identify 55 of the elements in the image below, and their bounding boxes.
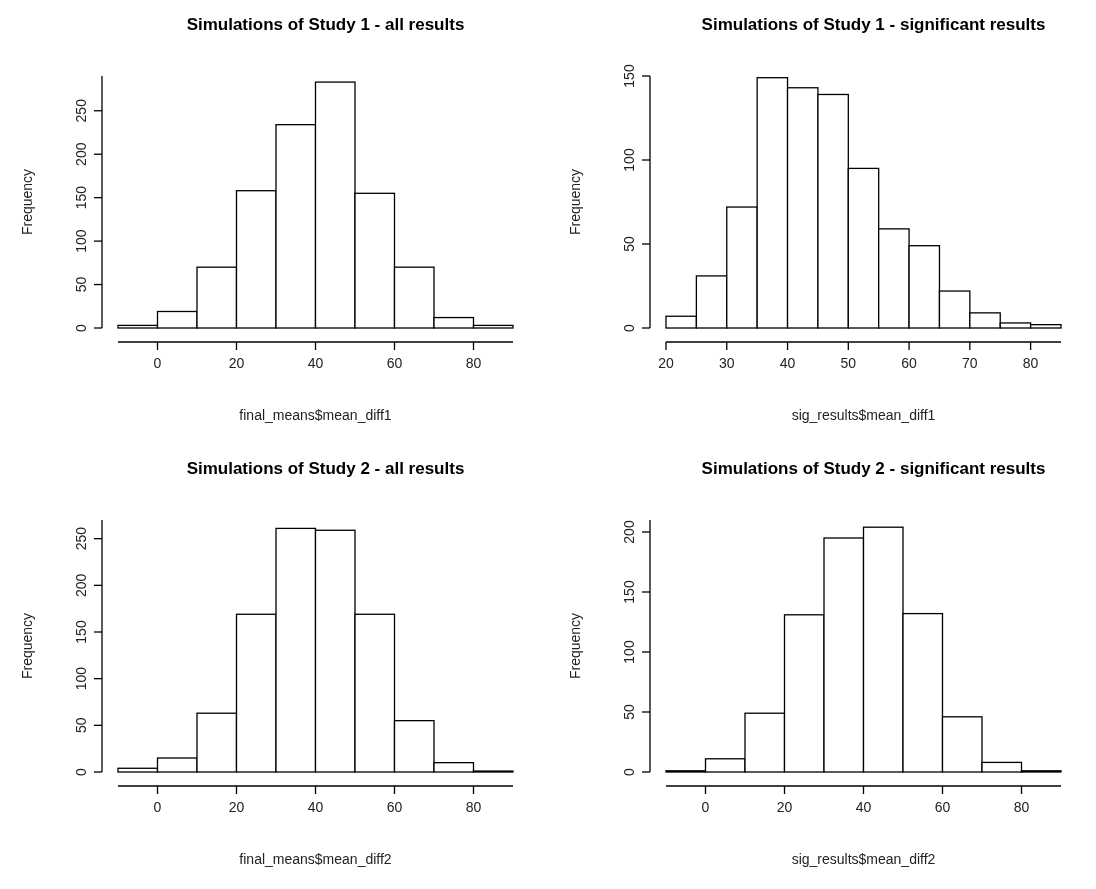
- y-tick-label: 150: [73, 185, 89, 210]
- x-axis-title: sig_results$mean_diff2: [791, 851, 936, 867]
- y-tick-label: 100: [621, 148, 637, 172]
- x-tick-label: 30: [718, 355, 735, 371]
- x-tick-label: 60: [386, 355, 403, 371]
- y-tick-label: 250: [73, 526, 89, 551]
- x-tick-label: 70: [962, 355, 978, 371]
- x-tick-label: 60: [901, 355, 918, 371]
- x-tick-label: 80: [465, 799, 482, 815]
- x-tick-label: 80: [465, 355, 482, 371]
- x-tick-label: 40: [307, 355, 324, 371]
- x-tick-label: 0: [153, 799, 162, 815]
- x-axis-title: sig_results$mean_diff1: [791, 407, 936, 423]
- x-tick-label: 60: [386, 799, 403, 815]
- y-tick-label: 150: [73, 620, 89, 644]
- chart-title: Simulations of Study 1 - all results: [186, 15, 465, 34]
- y-axis-title: Frequency: [19, 168, 35, 236]
- x-tick-label: 40: [779, 355, 796, 371]
- x-tick-label: 40: [307, 799, 324, 815]
- x-tick-label: 80: [1013, 799, 1030, 815]
- y-tick-label: 50: [73, 276, 89, 293]
- x-tick-label: 20: [658, 355, 674, 371]
- y-tick-label: 100: [621, 640, 637, 664]
- y-tick-label: 50: [621, 704, 637, 720]
- y-tick-label: 200: [621, 520, 637, 544]
- x-tick-label: 50: [840, 355, 857, 371]
- chart-title: Simulations of Study 1 - significant results: [701, 15, 1046, 34]
- x-tick-label: 20: [228, 355, 245, 371]
- y-tick-label: 0: [73, 767, 89, 776]
- y-tick-label: 150: [621, 64, 637, 88]
- y-tick-label: 250: [73, 98, 89, 123]
- x-tick-label: 80: [1022, 355, 1039, 371]
- y-tick-label: 0: [73, 323, 89, 332]
- x-tick-label: 40: [855, 799, 872, 815]
- x-axis-title: final_means$mean_diff2: [239, 851, 392, 867]
- y-tick-label: 50: [73, 717, 89, 734]
- y-tick-label: 0: [621, 767, 637, 776]
- y-tick-label: 200: [73, 142, 89, 166]
- x-axis-title: final_means$mean_diff1: [239, 407, 392, 423]
- x-tick-label: 0: [153, 355, 162, 371]
- y-tick-label: 100: [73, 666, 89, 691]
- x-tick-label: 20: [228, 799, 245, 815]
- y-tick-label: 0: [621, 323, 637, 332]
- y-axis-title: Frequency: [567, 168, 583, 236]
- y-tick-label: 50: [621, 236, 637, 252]
- chart-title: Simulations of Study 2 - significant results: [701, 459, 1046, 478]
- x-tick-label: 20: [776, 799, 793, 815]
- chart-title: Simulations of Study 2 - all results: [186, 459, 465, 478]
- y-axis-title: Frequency: [567, 612, 583, 680]
- y-tick-label: 100: [73, 229, 89, 253]
- y-axis-title: Frequency: [19, 612, 35, 680]
- x-tick-label: 0: [701, 799, 710, 815]
- x-tick-label: 60: [934, 799, 951, 815]
- y-tick-label: 200: [73, 573, 89, 598]
- y-tick-label: 150: [621, 580, 637, 604]
